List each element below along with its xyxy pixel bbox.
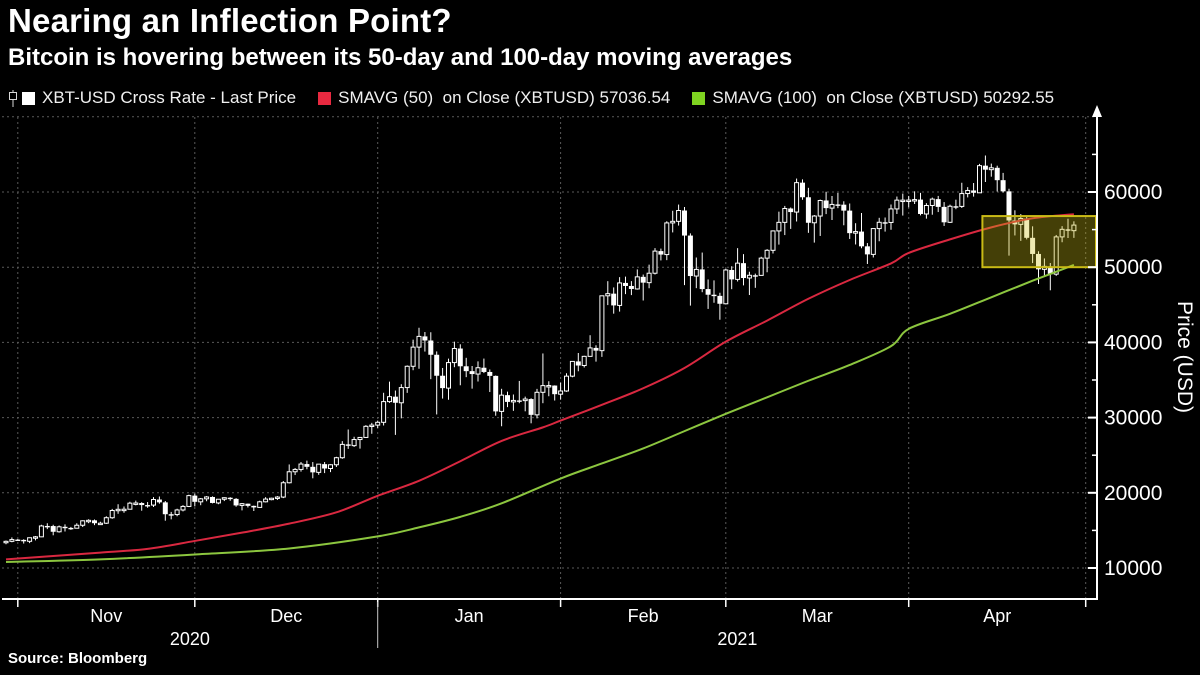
smavg50-swatch: [318, 91, 332, 105]
sma50-line: [5, 213, 1074, 561]
legend-label: SMAVG (50) on Close (XBTUSD) 57036.54: [338, 88, 671, 107]
candlestick-series: [3, 155, 1077, 545]
sma100-line: [5, 264, 1075, 563]
y-tick-label: 10000: [1104, 557, 1162, 580]
year-label: 2020: [170, 629, 210, 649]
source-attribution: Source: Bloomberg: [8, 650, 148, 667]
month-label: Mar: [802, 606, 833, 626]
page-subtitle: Bitcoin is hovering between its 50-day a…: [8, 44, 793, 71]
year-labels: 2020 2021: [170, 602, 757, 649]
legend-item-smavg100: SMAVG (100) on Close (XBTUSD) 50292.55: [692, 88, 1054, 108]
page-title: Nearing an Inflection Point?: [8, 2, 452, 39]
smavg100-swatch: [692, 91, 706, 105]
price-axis-label: Price (USD): [1173, 301, 1196, 413]
month-label: Feb: [628, 606, 659, 626]
last-price-swatch: [22, 91, 35, 105]
y-tick-label: 30000: [1104, 407, 1162, 430]
x-axis-labels: Nov Dec Jan Feb Mar Apr: [17, 599, 1087, 626]
y-tick-label: 40000: [1104, 331, 1162, 354]
month-label: Dec: [270, 606, 302, 626]
y-axis-labels: 10000 20000 30000 40000 50000 60000: [1088, 153, 1162, 580]
y-axis-title: Price (USD): [1173, 301, 1196, 413]
year-label: 2021: [717, 629, 757, 649]
y-tick-label: 20000: [1104, 482, 1162, 505]
legend-item-last-price: XBT-USD Cross Rate - Last Price: [8, 88, 296, 108]
axes: [2, 105, 1102, 600]
y-tick-label: 60000: [1104, 181, 1162, 204]
candlestick-icon: [9, 89, 17, 107]
legend-label: SMAVG (100) on Close (XBTUSD) 50292.55: [712, 88, 1055, 107]
legend-label: XBT-USD Cross Rate - Last Price: [42, 88, 297, 107]
gridlines: [2, 116, 1097, 599]
legend-item-smavg50: SMAVG (50) on Close (XBTUSD) 57036.54: [318, 88, 670, 108]
month-label: Jan: [455, 606, 484, 626]
chart-legend: XBT-USD Cross Rate - Last Price SMAVG (5…: [8, 88, 1076, 108]
moving-average-lines: [5, 213, 1075, 563]
month-label: Apr: [983, 606, 1011, 626]
y-tick-label: 50000: [1104, 256, 1162, 279]
highlight-box: [981, 215, 1098, 269]
month-label: Nov: [90, 606, 122, 626]
